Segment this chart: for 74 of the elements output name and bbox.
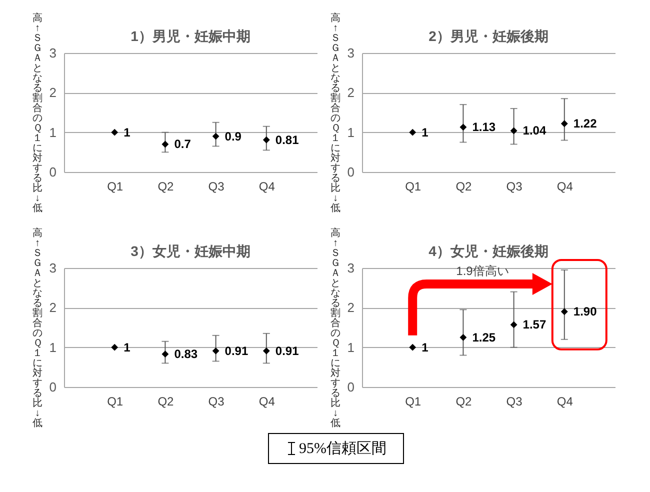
- y-tick-label: 0: [49, 164, 56, 180]
- y-tick-label: 2: [347, 85, 354, 100]
- chart-title: 3）女児・妊娠中期: [130, 243, 250, 259]
- point: [560, 120, 568, 128]
- y-tick-label: 3: [347, 260, 354, 276]
- point: [111, 344, 118, 351]
- data-label: 0.9: [224, 129, 242, 144]
- x-tick-label: Q4: [258, 394, 276, 408]
- data-label: 0.91: [275, 344, 300, 358]
- x-tick-label: Q4: [258, 180, 276, 194]
- data-label: 1.90: [573, 304, 598, 319]
- data-label: 0.91: [224, 344, 248, 358]
- text-frame: 95%信頼区間: [268, 433, 404, 464]
- point: [409, 128, 416, 136]
- x-tick-label: Q3: [208, 394, 225, 408]
- x-tick-label: Q1: [107, 394, 124, 408]
- y-tick-label: 2: [49, 85, 56, 100]
- point: [560, 308, 568, 316]
- point: [262, 347, 270, 354]
- point: [162, 140, 169, 148]
- data-label: 1.57: [522, 318, 546, 332]
- x-tick-label: Q3: [506, 394, 523, 408]
- text: 高↑ＳＧＡとなる割合のＱ１に対する比↓低: [32, 13, 42, 214]
- y-tick-label: 1: [49, 124, 56, 140]
- y-tick-label: 0: [49, 380, 56, 394]
- y-tick-label: 3: [49, 46, 56, 60]
- annotation: 1.9倍高い: [456, 264, 509, 278]
- x-tick-label: Q4: [556, 394, 574, 408]
- point: [409, 344, 416, 351]
- y-tick-label: 3: [347, 46, 354, 60]
- y-tick-label: 2: [49, 300, 56, 316]
- y-tick-label: 1: [347, 124, 354, 140]
- y-tick-label: 1: [49, 340, 56, 355]
- point: [262, 136, 270, 144]
- x-tick-label: Q1: [405, 180, 422, 194]
- point: [460, 124, 467, 131]
- x-tick-label: Q2: [456, 180, 472, 194]
- data-label: 1.13: [472, 120, 496, 134]
- y-tick-label: 0: [347, 164, 354, 180]
- point: [510, 127, 518, 134]
- chart-title: 1）男児・妊娠中期: [130, 28, 250, 44]
- x-tick-label: Q1: [107, 180, 124, 194]
- x-tick-label: Q3: [506, 180, 523, 194]
- x-tick-label: Q2: [158, 394, 174, 408]
- data-label: 1: [124, 125, 131, 140]
- data-label: 0.81: [275, 132, 300, 147]
- chart-title: 4）女児・妊娠後期: [428, 243, 548, 259]
- x-tick-label: Q1: [405, 394, 422, 408]
- y-tick-label: 1: [347, 340, 354, 355]
- text: 高↑ＳＧＡとなる割合のＱ１に対する比↓低: [330, 228, 340, 429]
- text: 高↑ＳＧＡとなる割合のＱ１に対する比↓低: [32, 228, 42, 429]
- data-label: 1: [422, 125, 429, 140]
- point: [510, 321, 518, 328]
- x-tick-label: Q2: [158, 180, 174, 194]
- data-label: 0.7: [174, 137, 192, 152]
- y-tick-label: 3: [49, 260, 56, 276]
- data-label: 1.25: [472, 330, 496, 344]
- y-tick-label: 2: [347, 300, 354, 316]
- point: [212, 132, 220, 140]
- y-tick-label: 0: [347, 380, 354, 394]
- text: 高↑ＳＧＡとなる割合のＱ１に対する比↓低: [330, 13, 340, 214]
- point: [162, 350, 169, 358]
- x-tick-label: Q2: [456, 394, 472, 408]
- point: [212, 347, 220, 354]
- point: [460, 334, 467, 341]
- data-label: 1.04: [522, 124, 546, 138]
- point: [111, 128, 118, 136]
- x-tick-label: Q3: [208, 180, 225, 194]
- data-label: 1: [422, 340, 429, 354]
- x-tick-label: Q4: [556, 180, 574, 194]
- data-label: 1.22: [573, 116, 598, 131]
- chart-title: 2）男児・妊娠後期: [428, 28, 548, 44]
- data-label: 0.83: [174, 347, 198, 362]
- data-label: 1: [124, 340, 131, 354]
